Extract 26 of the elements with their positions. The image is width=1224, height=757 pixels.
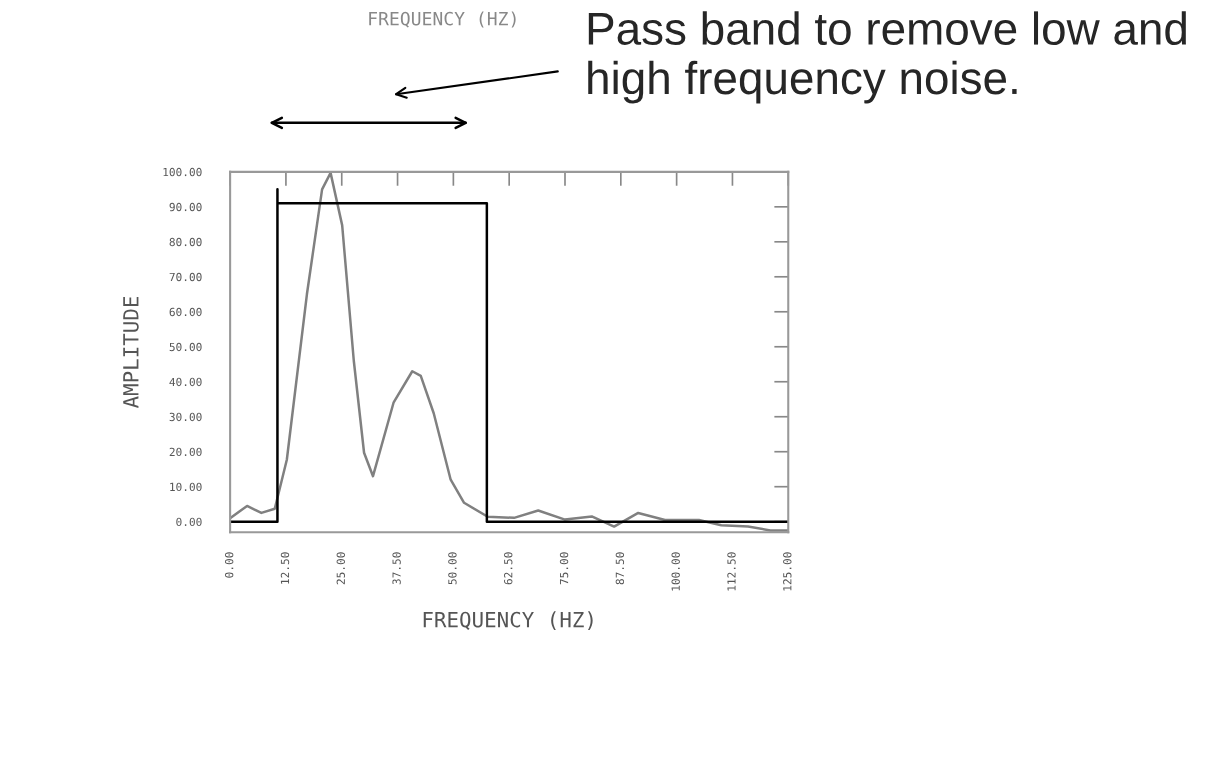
x-tick-label: 12.50 [280, 552, 290, 584]
y-tick-label: 100.00 [163, 167, 202, 177]
y-tick-label: 70.00 [169, 272, 202, 282]
x-axis-title: FREQUENCY (HZ) [423, 611, 593, 630]
x-tick-label: 100.00 [671, 552, 680, 591]
y-tick-label: 10.00 [170, 482, 202, 492]
x-tick-label: 37.50 [392, 552, 401, 585]
y-tick-label: 90.00 [169, 202, 202, 212]
y-tick-label: 80.00 [169, 237, 202, 247]
y-tick-label: 0.00 [176, 517, 202, 527]
x-tick-label: 50.00 [448, 552, 457, 585]
x-tick-label: 125.00 [783, 552, 792, 591]
text: FREQUENCY (HZ) [369, 11, 516, 28]
y-axis-title: AMPLITUDE [123, 296, 139, 409]
x-tick-label: 87.50 [615, 552, 625, 585]
x-tick-label: 0.00 [224, 552, 234, 578]
x-tick-label: 25.00 [336, 552, 345, 585]
x-tick-label: 112.50 [727, 552, 736, 591]
y-tick-label: 20.00 [169, 447, 202, 457]
y-tick-label: 30.00 [169, 412, 202, 422]
x-tick-label: 75.00 [559, 552, 569, 585]
x-tick-label: 62.50 [504, 552, 513, 585]
y-tick-label: 60.00 [169, 307, 202, 317]
y-tick-label: 50.00 [169, 342, 202, 352]
y-tick-label: 40.00 [169, 377, 202, 387]
text: Pass band to remove low and high frequency noise. [588, 11, 1186, 104]
